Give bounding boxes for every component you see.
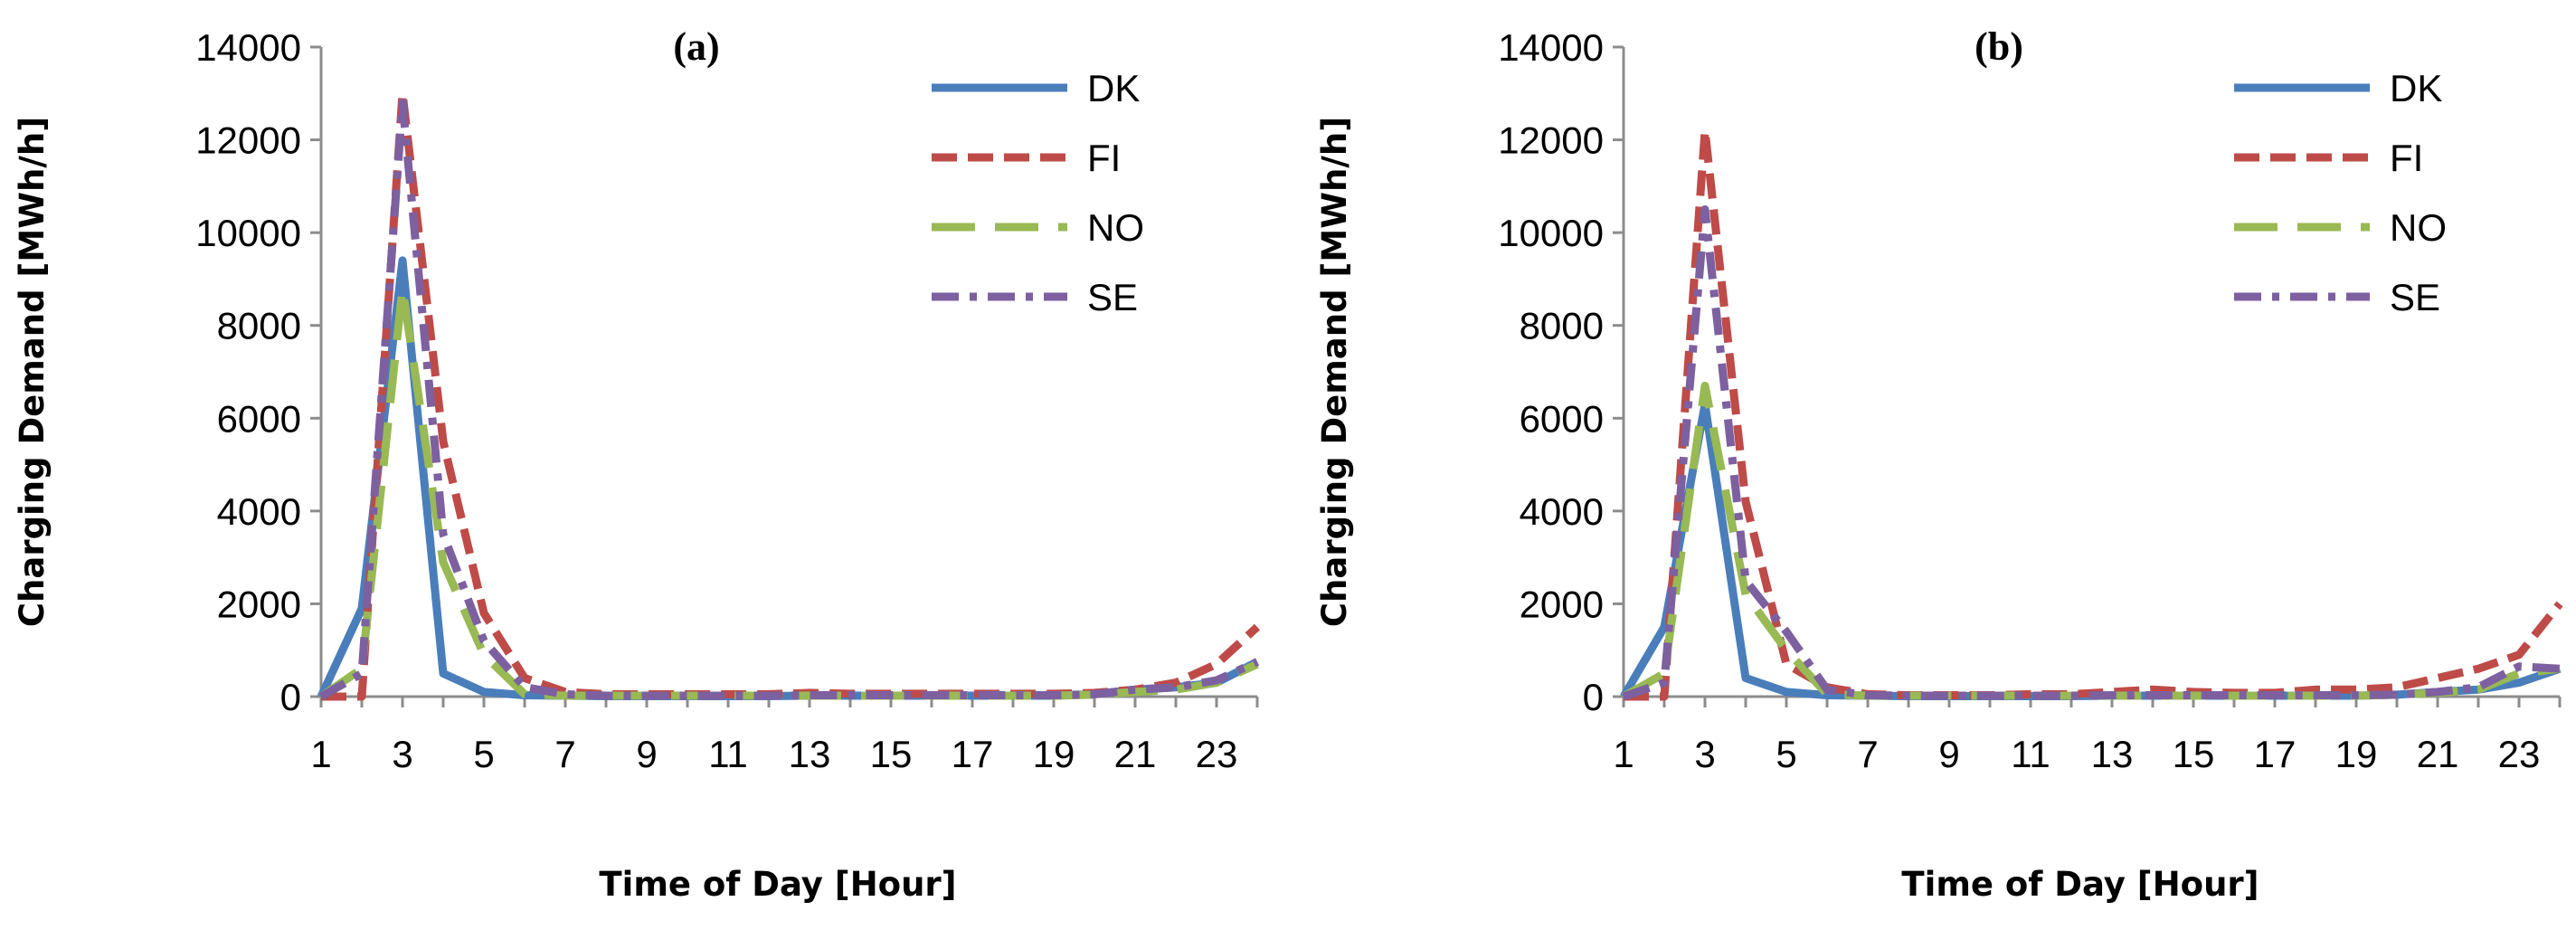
y-tick-label: 0 xyxy=(1583,676,1604,718)
series-line-fi xyxy=(321,89,1261,701)
series-line-dk xyxy=(317,256,1260,700)
series-line-no xyxy=(318,284,1259,700)
legend-label-dk: DK xyxy=(1087,67,1140,109)
x-tick-label: 21 xyxy=(1114,733,1157,775)
x-tick-label: 11 xyxy=(708,733,748,775)
x-axis-title: Time of Day [Hour] xyxy=(599,865,956,904)
x-tick-label: 5 xyxy=(1776,733,1796,775)
legend-label-fi: FI xyxy=(1087,137,1121,179)
legend-label-fi: FI xyxy=(2390,137,2423,179)
y-tick-label: 8000 xyxy=(217,305,301,347)
x-tick-label: 7 xyxy=(554,733,575,775)
x-tick-label: 21 xyxy=(2417,733,2459,775)
series-line-se xyxy=(1622,205,2561,701)
y-tick-label: 12000 xyxy=(195,119,301,162)
x-tick-label: 15 xyxy=(2173,733,2215,775)
y-tick-label: 10000 xyxy=(195,212,301,254)
x-axis-title: Time of Day [Hour] xyxy=(1901,865,2259,904)
x-tick-label: 19 xyxy=(1033,733,1075,775)
legend-label-no: NO xyxy=(2390,206,2447,249)
x-tick-label: 15 xyxy=(870,733,913,775)
legend-label-se: SE xyxy=(2390,276,2440,318)
x-tick-label: 13 xyxy=(789,733,831,775)
series-line-dk xyxy=(1620,400,2562,700)
x-tick-label: 3 xyxy=(392,733,412,775)
x-tick-label: 17 xyxy=(952,733,994,775)
x-tick-label: 23 xyxy=(2498,733,2541,775)
y-tick-label: 12000 xyxy=(1498,119,1604,162)
legend-label-no: NO xyxy=(1087,206,1144,249)
panel-title: (a) xyxy=(673,24,719,69)
y-axis-title: Charging Demand [MWh/h] xyxy=(13,117,52,627)
y-tick-label: 6000 xyxy=(217,397,301,440)
series-line-se xyxy=(318,99,1259,700)
y-tick-label: 6000 xyxy=(1520,397,1604,440)
legend-label-se: SE xyxy=(1087,276,1138,318)
y-tick-label: 14000 xyxy=(195,26,301,69)
y-tick-label: 4000 xyxy=(217,490,301,533)
x-tick-label: 23 xyxy=(1196,733,1238,775)
series-line-no xyxy=(1621,381,2561,700)
y-tick-label: 0 xyxy=(280,676,301,718)
x-tick-label: 1 xyxy=(310,733,331,775)
panel-title: (b) xyxy=(1975,24,2023,69)
y-tick-label: 10000 xyxy=(1498,212,1604,254)
y-tick-label: 2000 xyxy=(217,583,301,625)
x-tick-label: 7 xyxy=(1857,733,1878,775)
y-axis-title: Charging Demand [MWh/h] xyxy=(1315,117,1354,627)
x-tick-label: 5 xyxy=(473,733,494,775)
x-tick-label: 1 xyxy=(1613,733,1634,775)
x-tick-label: 13 xyxy=(2091,733,2134,775)
y-tick-label: 2000 xyxy=(1520,583,1604,625)
y-tick-label: 14000 xyxy=(1498,26,1604,69)
legend: DK FI NO SE xyxy=(2234,67,2447,318)
legend: DK FI NO SE xyxy=(932,67,1144,318)
x-tick-label: 9 xyxy=(636,733,657,775)
y-tick-label: 8000 xyxy=(1520,305,1604,347)
x-tick-label: 19 xyxy=(2335,733,2378,775)
y-tick-label: 4000 xyxy=(1520,490,1604,533)
legend-label-dk: DK xyxy=(2390,67,2442,109)
x-tick-label: 9 xyxy=(1938,733,1959,775)
x-tick-label: 17 xyxy=(2254,733,2297,775)
x-tick-label: 11 xyxy=(2011,733,2050,775)
x-tick-label: 3 xyxy=(1694,733,1715,775)
